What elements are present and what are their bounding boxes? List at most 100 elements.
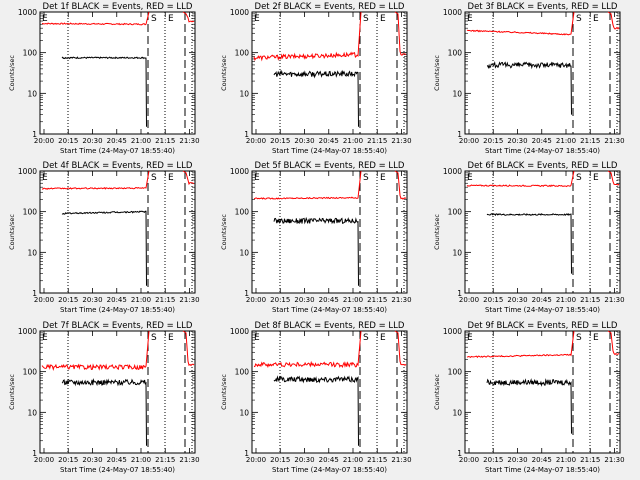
y-tick-label: 1	[457, 289, 462, 298]
x-tick-label: 20:00	[459, 296, 479, 304]
y-tick-label: 10	[27, 89, 37, 98]
x-axis-label: Start Time (24-May-07 18:55:40)	[60, 306, 175, 314]
chart-panel-5: Det 5f BLACK = Events, RED = LLD Counts/s…	[220, 161, 412, 314]
y-tick-label: 1	[457, 449, 462, 458]
y-tick-label: 100	[23, 49, 38, 58]
x-tick-label: 21:15	[155, 137, 175, 145]
y-tick-label: 10	[452, 248, 462, 257]
series-lld-red	[253, 330, 362, 368]
series-lld-red-post	[607, 11, 620, 30]
chart-title: Det 2f BLACK = Events, RED = LLD	[255, 2, 405, 12]
flag-saa: S	[363, 14, 369, 24]
x-tick-label: 20:15	[270, 137, 290, 145]
x-tick-label: 20:30	[294, 456, 314, 464]
y-tick-label: 1	[244, 130, 249, 139]
y-tick-label: 100	[448, 368, 463, 377]
y-tick-label: 1000	[443, 327, 462, 336]
x-tick-label: 20:00	[34, 456, 54, 464]
series-events-black	[486, 378, 572, 434]
y-tick-label: 100	[235, 368, 250, 377]
x-tick-label: 20:15	[270, 296, 290, 304]
x-tick-label: 20:45	[319, 137, 339, 145]
series-lld-red	[466, 330, 575, 359]
plot-frame	[39, 170, 196, 294]
y-tick-label: 10	[239, 248, 249, 257]
y-tick-label: 10	[239, 89, 249, 98]
x-tick-label: 20:15	[483, 137, 503, 145]
y-tick-label: 1	[457, 130, 462, 139]
flag-eclipse-start: E	[467, 173, 473, 183]
x-tick-label: 21:00	[556, 296, 576, 304]
series-lld-red	[41, 170, 150, 190]
y-tick-label: 10	[452, 89, 462, 98]
y-tick-label: 1000	[443, 167, 462, 176]
chart-title: Det 3f BLACK = Events, RED = LLD	[468, 2, 618, 12]
series-lld-red-post	[394, 330, 407, 366]
x-tick-label: 21:30	[179, 456, 199, 464]
series-events-black	[61, 378, 147, 446]
x-tick-label: 21:15	[367, 137, 387, 145]
y-tick-label: 1	[32, 289, 37, 298]
x-tick-label: 21:00	[556, 137, 576, 145]
flag-eclipse: E	[380, 333, 386, 343]
x-tick-label: 21:30	[391, 137, 411, 145]
x-tick-label: 20:30	[82, 296, 102, 304]
series-lld-red-post	[394, 11, 407, 56]
x-tick-label: 21:30	[391, 456, 411, 464]
chart-panel-6: Det 6f BLACK = Events, RED = LLD Counts/s…	[433, 161, 625, 314]
chart-title: Det 5f BLACK = Events, RED = LLD	[255, 161, 405, 171]
x-tick-label: 20:00	[459, 137, 479, 145]
x-tick-label: 20:30	[507, 137, 527, 145]
flag-eclipse-start: E	[42, 333, 48, 343]
x-tick-label: 20:30	[294, 137, 314, 145]
series-lld-red-post	[394, 170, 407, 200]
x-tick-label: 20:30	[82, 137, 102, 145]
x-tick-label: 20:30	[82, 456, 102, 464]
flag-saa: S	[151, 333, 157, 343]
y-tick-label: 100	[23, 368, 38, 377]
series-lld-red	[253, 170, 362, 200]
chart-panel-7: Det 7f BLACK = Events, RED = LLD Counts/s…	[8, 321, 200, 474]
x-axis-label: Start Time (24-May-07 18:55:40)	[60, 147, 175, 155]
chart-title: Det 8f BLACK = Events, RED = LLD	[255, 321, 405, 331]
x-tick-label: 21:15	[367, 456, 387, 464]
chart-panel-3: Det 3f BLACK = Events, RED = LLD Counts/s…	[433, 2, 625, 155]
series-lld-red-post	[182, 170, 195, 186]
series-events-black	[273, 216, 359, 286]
flag-eclipse: E	[380, 173, 386, 183]
y-tick-label: 100	[235, 49, 250, 58]
plot-frame	[39, 11, 196, 135]
y-axis-label: Counts/sec	[220, 55, 228, 91]
x-tick-label: 20:45	[532, 296, 552, 304]
y-tick-label: 1	[32, 130, 37, 139]
series-events-black	[486, 60, 572, 115]
flag-saa: S	[151, 14, 157, 24]
y-axis-label: Counts/sec	[433, 374, 441, 410]
x-tick-label: 20:15	[58, 137, 78, 145]
x-tick-label: 21:30	[604, 456, 624, 464]
series-lld-red-post	[607, 170, 620, 186]
x-tick-label: 20:45	[107, 137, 127, 145]
y-axis-label: Counts/sec	[433, 55, 441, 91]
y-tick-label: 100	[448, 49, 463, 58]
x-tick-label: 20:15	[270, 456, 290, 464]
y-tick-label: 1000	[230, 327, 249, 336]
flag-saa: S	[576, 173, 582, 183]
x-axis-label: Start Time (24-May-07 18:55:40)	[272, 147, 387, 155]
chart-title: Det 9f BLACK = Events, RED = LLD	[468, 321, 618, 331]
y-axis-label: Counts/sec	[8, 374, 16, 410]
x-tick-label: 20:45	[319, 296, 339, 304]
flag-eclipse-start: E	[254, 333, 260, 343]
chart-title: Det 7f BLACK = Events, RED = LLD	[43, 321, 193, 331]
y-axis-label: Counts/sec	[8, 214, 16, 250]
x-tick-label: 21:00	[131, 296, 151, 304]
x-tick-label: 20:00	[246, 296, 266, 304]
x-tick-label: 20:15	[58, 296, 78, 304]
y-tick-label: 1000	[230, 8, 249, 17]
flag-eclipse-start: E	[42, 14, 48, 24]
y-tick-label: 1	[244, 449, 249, 458]
x-tick-label: 21:15	[367, 296, 387, 304]
x-tick-label: 21:15	[155, 456, 175, 464]
x-tick-label: 21:15	[580, 137, 600, 145]
